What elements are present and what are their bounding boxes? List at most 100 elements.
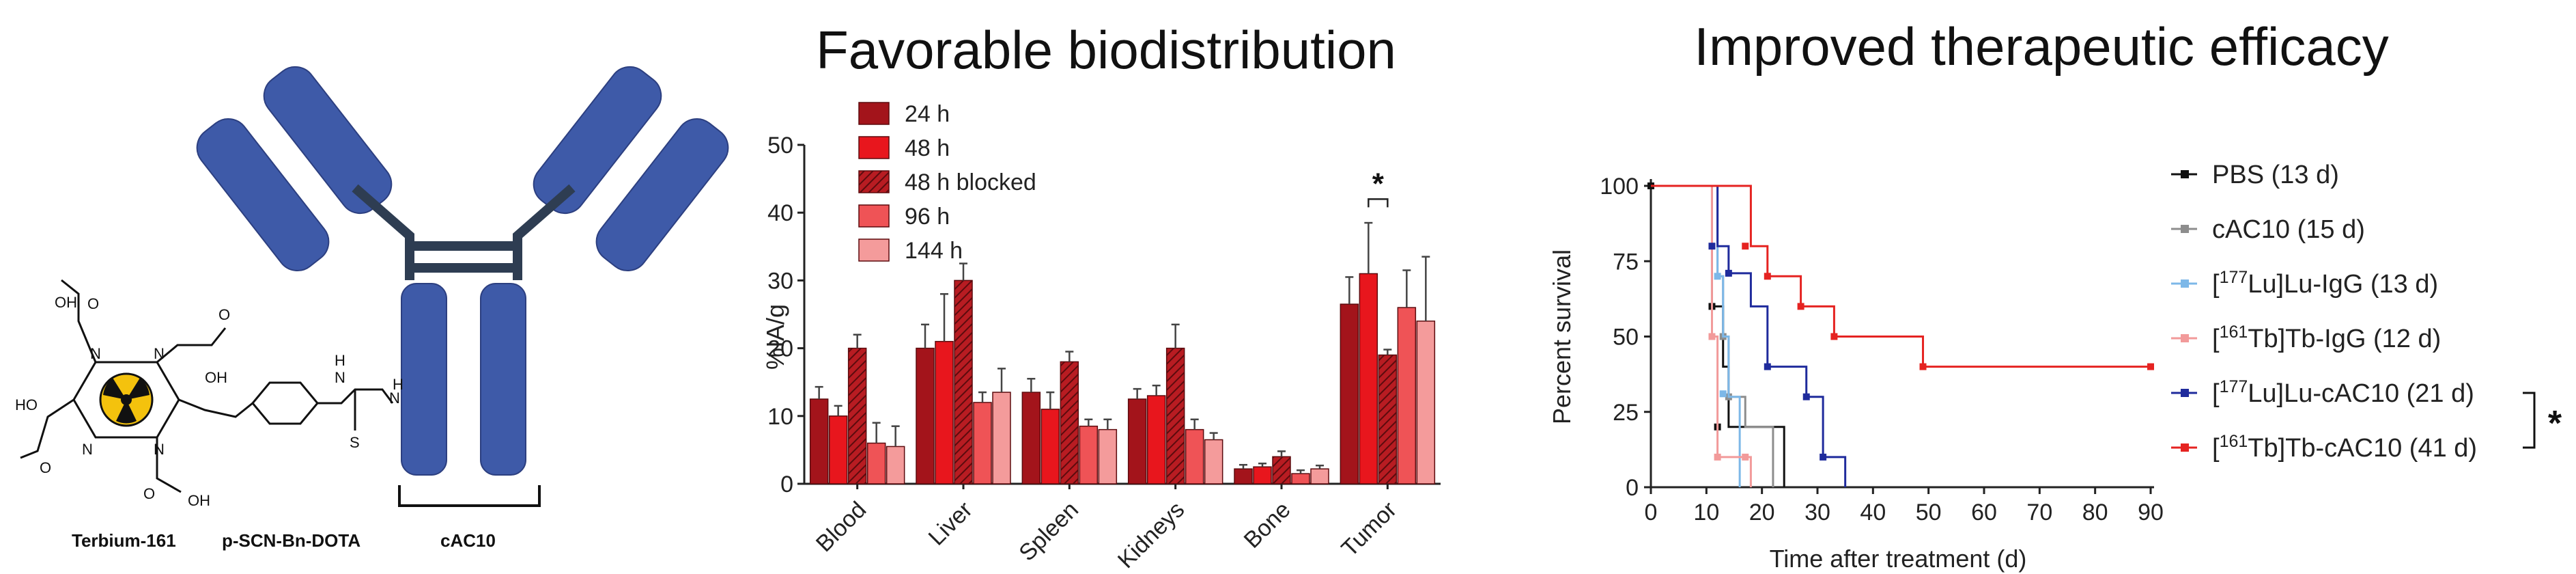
bar-x-tick-label: Kidneys bbox=[1113, 497, 1189, 573]
legend-swatch bbox=[858, 238, 890, 262]
significance-star: * bbox=[2548, 404, 2562, 443]
censor-mark bbox=[1719, 390, 1727, 398]
survival-chart: Improved therapeutic efficacy 0255075100… bbox=[1548, 16, 2562, 573]
censor-mark bbox=[1919, 363, 1927, 370]
legend-label: 48 h blocked bbox=[905, 169, 1036, 195]
atom-label: H bbox=[335, 352, 345, 369]
legend-marker bbox=[2181, 389, 2189, 397]
bar bbox=[1127, 398, 1147, 484]
bar bbox=[1253, 466, 1272, 484]
atom-label: S bbox=[350, 434, 360, 451]
legend-marker bbox=[2181, 443, 2189, 452]
censor-mark bbox=[1742, 453, 1749, 461]
legend-label: [177Lu]Lu-IgG (13 d) bbox=[2212, 268, 2438, 299]
bar bbox=[916, 347, 935, 484]
survival-curves bbox=[1647, 182, 2154, 487]
bar-marks bbox=[809, 221, 1436, 484]
atom-label: O bbox=[218, 306, 230, 323]
survival-chart-title: Improved therapeutic efficacy bbox=[1694, 16, 2388, 77]
legend-swatch bbox=[858, 102, 890, 125]
atom-label: OH bbox=[205, 369, 227, 386]
survival-y-axis-title: Percent survival bbox=[1548, 249, 1576, 424]
survival-x-tick-label: 20 bbox=[1749, 500, 1775, 525]
atom-label: N bbox=[335, 369, 345, 386]
survival-x-tick-label: 60 bbox=[1971, 500, 1997, 525]
legend-marker bbox=[2181, 170, 2189, 178]
atom-label: O bbox=[40, 459, 51, 476]
legend-label: 48 h bbox=[905, 135, 950, 161]
bar-y-tick-label: 10 bbox=[767, 404, 793, 430]
survival-legend: PBS (13 d) cAC10 (15 d) [177Lu]Lu-IgG (13 … bbox=[2171, 161, 2562, 463]
censor-mark bbox=[1742, 243, 1749, 250]
radionuclide-icon bbox=[99, 372, 154, 427]
bar-x-tick-label: Blood bbox=[811, 497, 871, 557]
censor-mark bbox=[1830, 333, 1838, 340]
survival-x-tick-label: 0 bbox=[1645, 500, 1658, 525]
bar bbox=[1272, 456, 1291, 484]
bar-y-tick-label: 0 bbox=[780, 472, 793, 497]
survival-x-tick-label: 10 bbox=[1693, 500, 1719, 525]
survival-y-tick-label: 25 bbox=[1613, 400, 1639, 426]
bar bbox=[1204, 439, 1223, 484]
censor-mark bbox=[1802, 393, 1810, 400]
bar bbox=[1340, 303, 1359, 484]
bar bbox=[1165, 347, 1185, 484]
legend-marker bbox=[2181, 225, 2189, 233]
censor-mark bbox=[1714, 273, 1721, 280]
bar bbox=[1098, 428, 1118, 484]
atom-label: N bbox=[82, 441, 93, 458]
bar bbox=[1041, 409, 1060, 484]
atom-label: H bbox=[393, 376, 404, 393]
legend-label: cAC10 (15 d) bbox=[2212, 215, 2365, 244]
survival-y-tick-label: 100 bbox=[1600, 174, 1639, 200]
survival-x-tick-label: 90 bbox=[2138, 500, 2164, 525]
bar bbox=[809, 398, 829, 484]
legend-swatch bbox=[858, 204, 890, 228]
bar bbox=[866, 442, 886, 484]
bar-y-axis: 0 10 20 30 40 50 bbox=[767, 133, 1441, 497]
bar-y-tick-label: 20 bbox=[767, 336, 793, 362]
atom-label: O bbox=[87, 295, 99, 312]
antibody-bracket bbox=[398, 485, 541, 507]
bar bbox=[992, 392, 1011, 484]
censor-mark bbox=[1764, 273, 1771, 280]
label-antibody: cAC10 bbox=[440, 530, 496, 551]
legend-label: [177Lu]Lu-cAC10 (21 d) bbox=[2212, 377, 2474, 408]
bar-legend: 24 h 48 h 48 h blocked 96 h 144 h bbox=[858, 101, 1036, 264]
censor-mark bbox=[2147, 363, 2154, 370]
atom-label: OH bbox=[55, 294, 77, 311]
bar-x-tick-label: Bone bbox=[1239, 497, 1296, 554]
antibody-right-arm bbox=[533, 66, 729, 272]
survival-axes: 0 25 50 75 100 0 10 20 30 40 50 60 70 80 90 bbox=[1600, 174, 2164, 525]
legend-label: [161Tb]Tb-cAC10 (41 d) bbox=[2212, 432, 2477, 463]
significance-bracket bbox=[2523, 392, 2536, 449]
bar bbox=[1185, 428, 1204, 484]
survival-y-tick-label: 75 bbox=[1613, 249, 1639, 275]
bar bbox=[847, 347, 867, 484]
bar-y-axis-title: %IA/g bbox=[761, 304, 789, 370]
bar bbox=[935, 340, 954, 484]
dota-chelator bbox=[20, 279, 394, 493]
bar-x-tick-label: Liver bbox=[924, 497, 978, 551]
survival-x-tick-label: 70 bbox=[2026, 500, 2052, 525]
survival-curve bbox=[1651, 184, 1847, 487]
bar bbox=[1416, 320, 1436, 484]
legend-label: 24 h bbox=[905, 101, 950, 127]
bar bbox=[1359, 273, 1378, 484]
survival-curve bbox=[1651, 184, 2151, 368]
bar-x-tick-labels: Blood Liver Spleen Kidneys Bone Tumor bbox=[811, 484, 1402, 573]
survival-x-tick-label: 80 bbox=[2082, 500, 2108, 525]
bar bbox=[1021, 392, 1041, 484]
bar-y-tick-label: 40 bbox=[767, 200, 793, 226]
censor-mark bbox=[1714, 453, 1721, 461]
bar bbox=[1060, 361, 1079, 484]
censor-mark bbox=[1725, 269, 1732, 277]
atom-label: N bbox=[154, 441, 165, 458]
chemical-atom-labels: OH O OH O HO O OH O N N N N H N S N H bbox=[15, 294, 404, 509]
survival-x-tick-label: 50 bbox=[1916, 500, 1942, 525]
atom-label: N bbox=[154, 345, 165, 362]
survival-y-tick-label: 0 bbox=[1626, 475, 1639, 501]
bar-significance-annotation: * bbox=[1368, 167, 1389, 208]
bar bbox=[954, 279, 973, 484]
